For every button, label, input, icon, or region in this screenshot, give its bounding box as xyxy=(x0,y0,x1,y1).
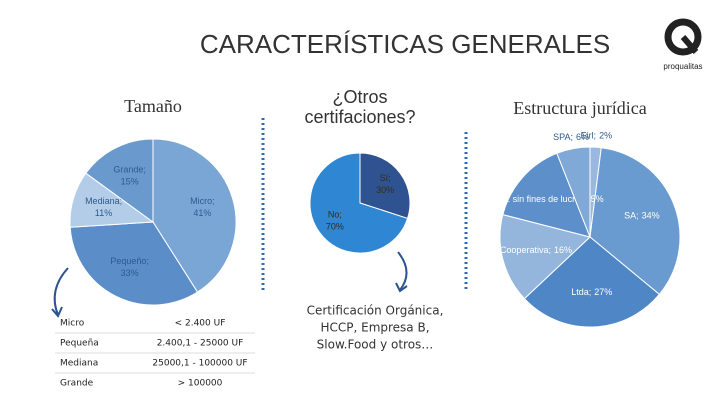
note-line: Certificación Orgánica, xyxy=(307,304,444,318)
note-line: Slow.Food y otros… xyxy=(317,338,434,352)
category-label: SA; xyxy=(624,211,639,221)
pie-slice xyxy=(589,147,681,296)
logo-tail xyxy=(680,35,699,54)
category-label: Sí; xyxy=(380,173,391,183)
pie-title: ¿Otros xyxy=(332,87,387,107)
table-cell: 2.400,1 - 25000 UF xyxy=(157,339,244,349)
category-label: Ltda; xyxy=(571,287,591,297)
category-label: Micro; xyxy=(190,196,215,206)
pie-slice xyxy=(69,221,199,306)
arrow-head xyxy=(395,282,408,293)
value-label: 15% xyxy=(121,177,139,187)
pie-slice xyxy=(523,236,661,328)
table-cell: Micro xyxy=(60,319,85,329)
data-label: SA; 34% xyxy=(624,211,660,221)
table-cell: Mediana xyxy=(60,359,98,369)
data-label: Cooperativa; 16% xyxy=(500,245,572,255)
value-label: 27% xyxy=(594,287,612,297)
arrow xyxy=(53,267,69,316)
pie-slice xyxy=(499,214,592,300)
arrow-head xyxy=(51,306,63,318)
note-line: HCCP, Empresa B, xyxy=(320,321,429,335)
slide-title: CARACTERÍSTICAS GENERALES xyxy=(200,29,610,59)
table-cell: < 2.400 UF xyxy=(175,319,226,329)
pie-slice xyxy=(85,138,154,223)
category-label: Cooperativa; xyxy=(500,245,551,255)
value-label: 15% xyxy=(586,194,604,204)
category-label: SPA; xyxy=(553,132,573,142)
value-label: 41% xyxy=(193,208,211,218)
value-label: 6% xyxy=(576,132,589,142)
table-cell: Pequeña xyxy=(60,339,99,349)
category-label: Eirl; xyxy=(581,131,597,141)
pie-slice xyxy=(502,152,591,238)
pie-title: certifaciones? xyxy=(304,107,415,127)
category-label: No; xyxy=(328,210,342,220)
value-label: 34% xyxy=(642,211,660,221)
pie-slice xyxy=(309,152,409,254)
pie-slice xyxy=(556,146,591,238)
value-label: 16% xyxy=(554,245,572,255)
table-cell: 25000,1 - 100000 UF xyxy=(152,359,247,369)
data-label: Ltda; 27% xyxy=(571,287,612,297)
category-label: Org. sin fines de lucro; xyxy=(493,194,583,204)
logo: proqualitas xyxy=(663,18,703,71)
arrow xyxy=(397,251,408,291)
category-label: Grande; xyxy=(113,165,146,175)
logo-mark xyxy=(664,18,702,56)
data-label: Eirl; 2% xyxy=(581,131,613,141)
pie-title: Estructura jurídica xyxy=(513,98,646,118)
value-label: 70% xyxy=(326,222,344,232)
table-cell: Grande xyxy=(60,379,94,389)
table-cell: > 100000 xyxy=(178,379,223,389)
data-label: Org. sin fines de lucro; 15% xyxy=(493,194,604,204)
value-label: 11% xyxy=(95,208,112,218)
category-label: Pequeño; xyxy=(110,256,149,266)
logo-text: proqualitas xyxy=(663,62,702,71)
category-label: Mediana; xyxy=(85,196,122,206)
data-label: SPA; 6% xyxy=(553,132,589,142)
pie-slice xyxy=(359,152,411,220)
pie-title: Tamaño xyxy=(124,96,182,116)
value-label: 2% xyxy=(599,131,612,141)
value-label: 30% xyxy=(376,185,394,195)
value-label: 33% xyxy=(121,268,139,278)
